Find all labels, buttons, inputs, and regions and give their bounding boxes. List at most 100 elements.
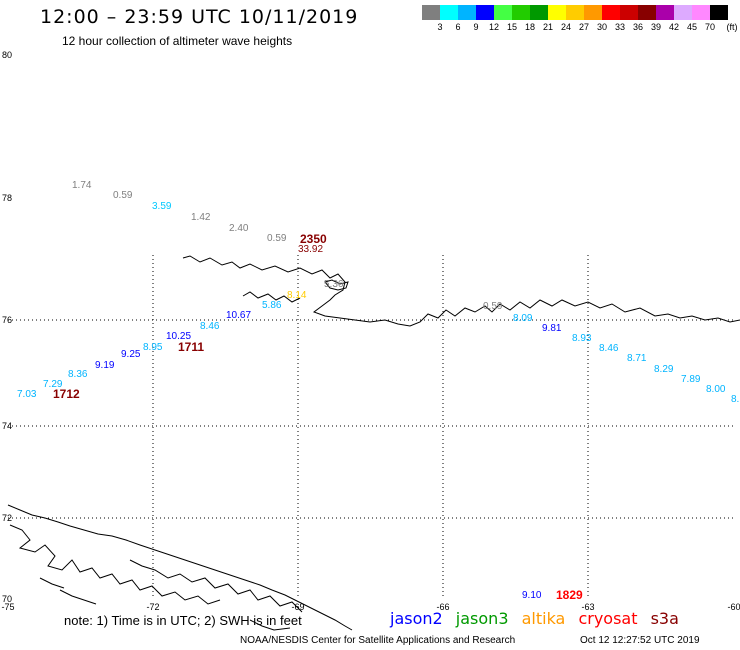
color-scale-label: 24	[560, 22, 572, 32]
wave-height-reading: 7.03	[17, 389, 37, 400]
color-scale-bar	[422, 5, 728, 20]
satellite-s3a: s3a	[650, 609, 679, 628]
satellite-legend: jason2 jason3 altika cryosat s3a	[390, 609, 687, 628]
wave-height-readings: 1.74 0.59 3.59 1.42 2.40 0.59 33.92 5.36 8.14 5.8…	[17, 180, 739, 601]
color-scale-label: 30	[596, 22, 608, 32]
color-swatch	[620, 5, 638, 20]
coastline-island	[324, 279, 349, 291]
color-swatch	[566, 5, 584, 20]
wave-height-reading: 33.92	[298, 244, 323, 255]
coastline-fjords-1	[9, 524, 221, 605]
wave-height-reading: 5.86	[262, 300, 282, 311]
coastline-fjords-2	[129, 559, 303, 613]
latitude-label: 76	[2, 315, 12, 325]
color-swatch	[440, 5, 458, 20]
color-scale-label: 15	[506, 22, 518, 32]
wave-height-reading: 0.59	[113, 190, 133, 201]
coastline-north	[182, 255, 740, 327]
color-scale-label: 42	[668, 22, 680, 32]
wave-height-reading: 5.36	[324, 279, 344, 290]
color-swatch	[692, 5, 710, 20]
latitude-label: 80	[2, 50, 12, 60]
wave-height-reading: 8.	[731, 394, 739, 405]
wave-height-reading: 0.59	[267, 233, 287, 244]
color-scale-label: 6	[455, 22, 461, 32]
color-scale-label: 3	[437, 22, 443, 32]
pass-time-label: 1829	[556, 588, 583, 602]
wave-height-reading: 8.00	[706, 384, 726, 395]
coastline-fjords-3	[39, 577, 291, 631]
color-scale-label: 21	[542, 22, 554, 32]
color-scale-label: 45	[686, 22, 698, 32]
credit-line: NOAA/NESDIS Center for Satellite Applica…	[240, 635, 516, 646]
latitude-label: 72	[2, 513, 12, 523]
coastline	[7, 255, 740, 631]
wave-height-reading: 8.36	[68, 369, 88, 380]
wave-height-reading: 8.46	[599, 343, 619, 354]
longitude-label: -63	[581, 602, 594, 612]
map-subtitle: 12 hour collection of altimeter wave hei…	[62, 34, 293, 48]
wave-height-reading: 2.40	[229, 223, 249, 234]
color-scale-label: 27	[578, 22, 590, 32]
color-swatch	[458, 5, 476, 20]
color-scale-label: 9	[473, 22, 479, 32]
color-swatch	[512, 5, 530, 20]
graticule: 80 78 76 74 72 70-75 -72 -69 -66 -63 -60	[1, 50, 740, 612]
color-swatch	[422, 5, 440, 20]
satellite-cryosat: cryosat	[578, 609, 638, 628]
color-swatch	[638, 5, 656, 20]
longitude-label: -60	[727, 602, 740, 612]
latitude-label: 74	[2, 421, 12, 431]
color-swatch	[656, 5, 674, 20]
wave-height-reading: 9.19	[95, 360, 115, 371]
longitude-label: -69	[291, 602, 304, 612]
longitude-label: -75	[1, 602, 14, 612]
color-swatch	[494, 5, 512, 20]
coastline-inlet	[242, 291, 301, 303]
coastline-south	[7, 504, 353, 631]
color-swatch	[674, 5, 692, 20]
color-swatch	[584, 5, 602, 20]
color-swatch	[530, 5, 548, 20]
longitude-label: -72	[146, 602, 159, 612]
wave-height-reading: 8.14	[287, 290, 307, 301]
wave-height-reading: 8.46	[200, 321, 220, 332]
wave-height-reading: 9.25	[121, 349, 141, 360]
generated-timestamp: Oct 12 12:27:52 UTC 2019	[580, 635, 700, 646]
pass-time-labels: 2350 1711 1712 1829	[53, 232, 583, 602]
wave-height-reading: 0.59	[483, 301, 503, 312]
color-swatch	[602, 5, 620, 20]
map-title: 12:00 – 23:59 UTC 10/11/2019	[40, 6, 359, 28]
color-scale-label: 36	[632, 22, 644, 32]
footer-note: note: 1) Time is in UTC; 2) SWH is in fe…	[64, 613, 302, 628]
color-swatch	[476, 5, 494, 20]
color-swatch	[710, 5, 728, 20]
wave-height-reading: 10.67	[226, 310, 251, 321]
wave-height-reading: 1.42	[191, 212, 211, 223]
color-scale-label: 18	[524, 22, 536, 32]
wave-height-reading: 8.71	[627, 353, 647, 364]
longitude-label: -66	[436, 602, 449, 612]
wave-height-reading: 9.10	[522, 590, 542, 601]
wave-height-reading: 8.09	[513, 313, 533, 324]
wave-height-reading: 8.93	[572, 333, 592, 344]
wave-height-reading: 1.74	[72, 180, 92, 191]
satellite-jason3: jason3	[455, 609, 509, 628]
wave-height-reading: 8.95	[143, 342, 163, 353]
satellite-jason2: jason2	[390, 609, 443, 628]
wave-height-reading: 3.59	[152, 201, 172, 212]
color-scale-label: (ft)	[726, 22, 738, 32]
wave-height-reading: 9.81	[542, 323, 562, 334]
latitude-label: 70	[2, 594, 12, 604]
color-scale-labels: 3 6 9 12 15 18 21 24 27 30 33 36 39 42 45 70 (ft)	[422, 22, 737, 34]
color-scale-label: 12	[488, 22, 500, 32]
color-swatch	[548, 5, 566, 20]
pass-time-label: 2350	[300, 232, 327, 246]
color-scale-label: 70	[704, 22, 716, 32]
wave-height-reading: 7.89	[681, 374, 701, 385]
wave-height-reading: 7.29	[43, 379, 63, 390]
pass-time-label: 1711	[178, 340, 204, 354]
satellite-altika: altika	[521, 609, 566, 628]
pass-time-label: 1712	[53, 387, 80, 401]
